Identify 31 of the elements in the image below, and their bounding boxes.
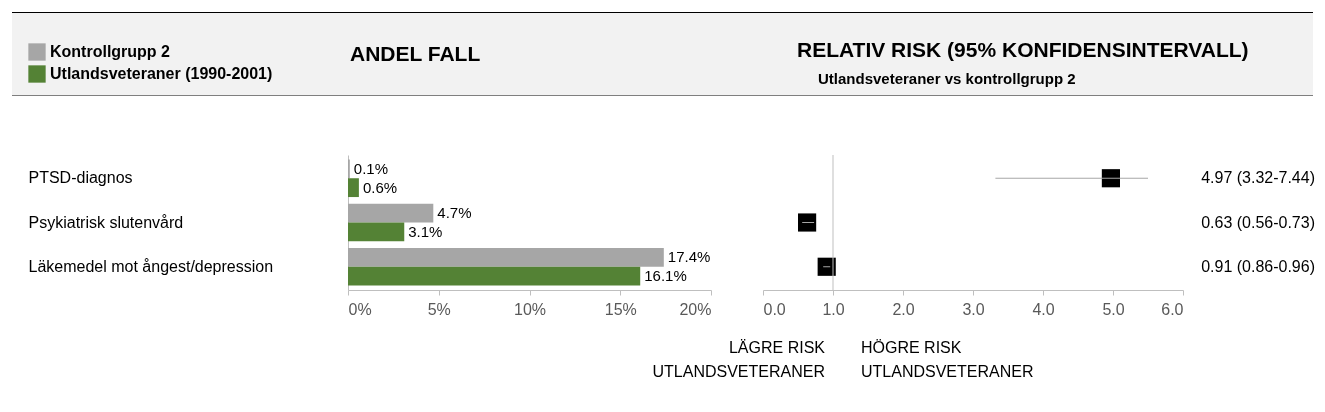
y-tick-label: PTSD-diagnos (28, 169, 133, 187)
data-label: 0.91 (0.86-0.96) (1201, 257, 1315, 275)
x-tick-label: 20% (679, 300, 712, 318)
data-label: 0.1% (353, 159, 389, 177)
legend-label: Kontrollgrupp 2 (50, 43, 171, 60)
chart-subtitle: Utlandsveteraner vs kontrollgrupp 2 (818, 70, 1076, 87)
data-label: 16.1% (644, 267, 687, 285)
x-tick-label: 10% (513, 300, 547, 318)
data-label: 0.63 (0.56-0.73) (1201, 213, 1315, 231)
legend-label: Utlandsveteraner (1990-2001) (50, 65, 273, 82)
x-tick-label: 5.0 (1102, 300, 1125, 318)
x-tick-label: 6.0 (1161, 300, 1184, 318)
x-tick-label: 2.0 (892, 300, 915, 318)
data-label: 4.97 (3.32-7.44) (1201, 169, 1315, 187)
chart-title: ANDEL FALL (350, 42, 481, 66)
x-tick-label: 4.0 (1032, 300, 1055, 318)
data-label: 17.4% (667, 248, 711, 266)
text: LÄGRE RISK UTLANDSVETERANER (652, 339, 826, 380)
data-label: 0.6% (362, 178, 398, 196)
x-tick-label: 15% (604, 300, 637, 318)
y-tick-label: Psykiatrisk slutenvård (28, 213, 184, 231)
x-tick-label: 0% (348, 300, 372, 318)
data-label: 3.1% (408, 222, 443, 240)
x-tick-label: 0.0 (763, 300, 786, 318)
x-tick-label: 1.0 (822, 300, 845, 318)
chart-title: RELATIV RISK (95% KONFIDENSINTERVALL) (797, 38, 1249, 62)
data-label: 4.7% (437, 204, 472, 222)
text: HÖGRE RISK UTLANDSVETERANER (861, 339, 1034, 380)
y-tick-label: Läkemedel mot ångest/depression (28, 257, 274, 275)
x-tick-label: 5% (427, 300, 451, 318)
x-tick-label: 3.0 (962, 300, 985, 318)
